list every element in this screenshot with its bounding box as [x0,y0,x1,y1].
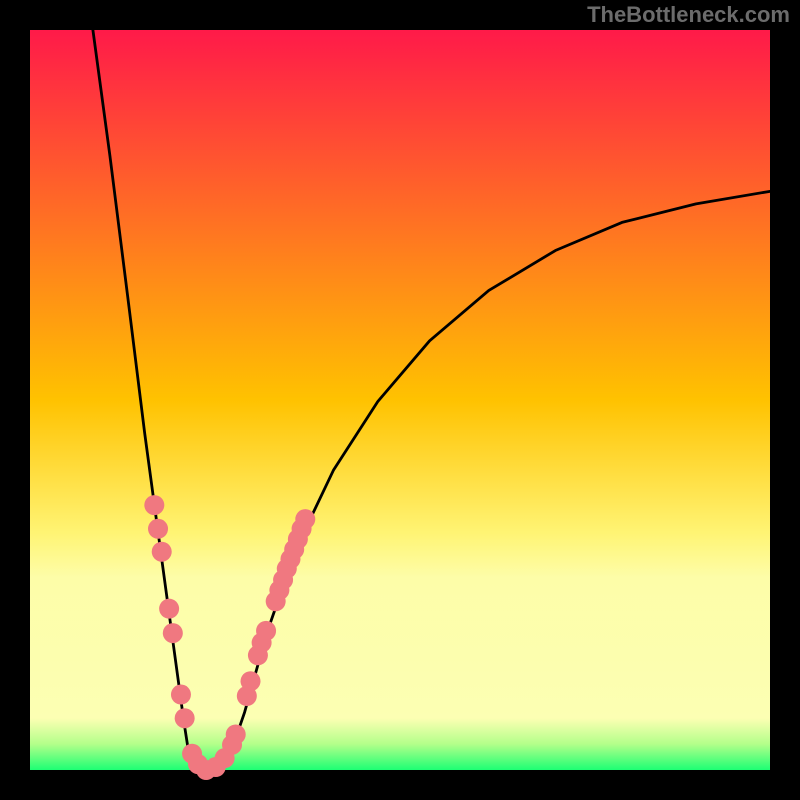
data-marker [175,708,195,728]
bottleneck-chart [0,0,800,800]
data-marker [226,724,246,744]
data-marker [148,519,168,539]
chart-container: TheBottleneck.com [0,0,800,800]
data-marker [256,621,276,641]
data-marker [171,685,191,705]
data-marker [295,509,315,529]
data-marker [159,599,179,619]
data-marker [241,671,261,691]
data-marker [163,623,183,643]
data-marker [144,495,164,515]
data-marker [152,542,172,562]
